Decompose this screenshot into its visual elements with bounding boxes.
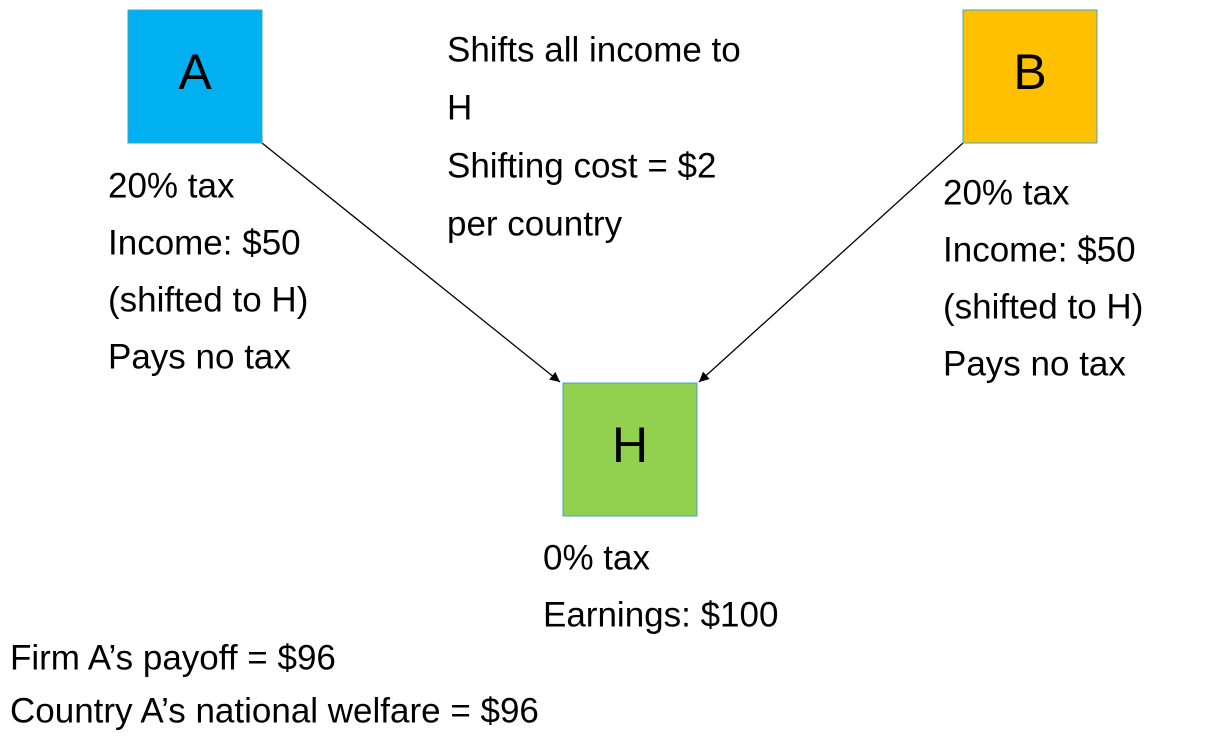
node-box — [127, 9, 263, 144]
arrow-b-to-h — [698, 142, 964, 383]
summary: Country A’s national welfare = $96 — [10, 691, 539, 730]
annotation: Shifting cost = $2 — [447, 146, 716, 185]
node-note: 0% tax — [543, 538, 650, 577]
node-note: Pays no tax — [108, 337, 291, 376]
content: A 20% tax Income: $50 (shifted to H) Pays no… — [10, 9, 1143, 730]
node-note: (shifted to H) — [108, 280, 308, 319]
node-label: A — [178, 44, 212, 100]
node-note: Earnings: $100 — [543, 595, 778, 634]
node-note: 20% tax — [943, 173, 1070, 212]
node-note: Income: $50 — [943, 230, 1136, 269]
node-label: B — [1013, 44, 1046, 100]
annotation: H — [447, 88, 472, 127]
annotation: Shifts all income to — [447, 30, 741, 69]
summary: Firm A’s payoff = $96 — [10, 638, 336, 677]
node-note: (shifted to H) — [943, 287, 1143, 326]
node-note: 20% tax — [108, 166, 235, 205]
node-note: Pays no tax — [943, 344, 1126, 383]
arrow-a-to-h — [261, 142, 561, 383]
node-label: H — [612, 417, 648, 473]
node-box — [562, 382, 698, 517]
node-box — [962, 9, 1098, 144]
annotation: per country — [447, 204, 623, 243]
node-note: Income: $50 — [108, 223, 301, 262]
